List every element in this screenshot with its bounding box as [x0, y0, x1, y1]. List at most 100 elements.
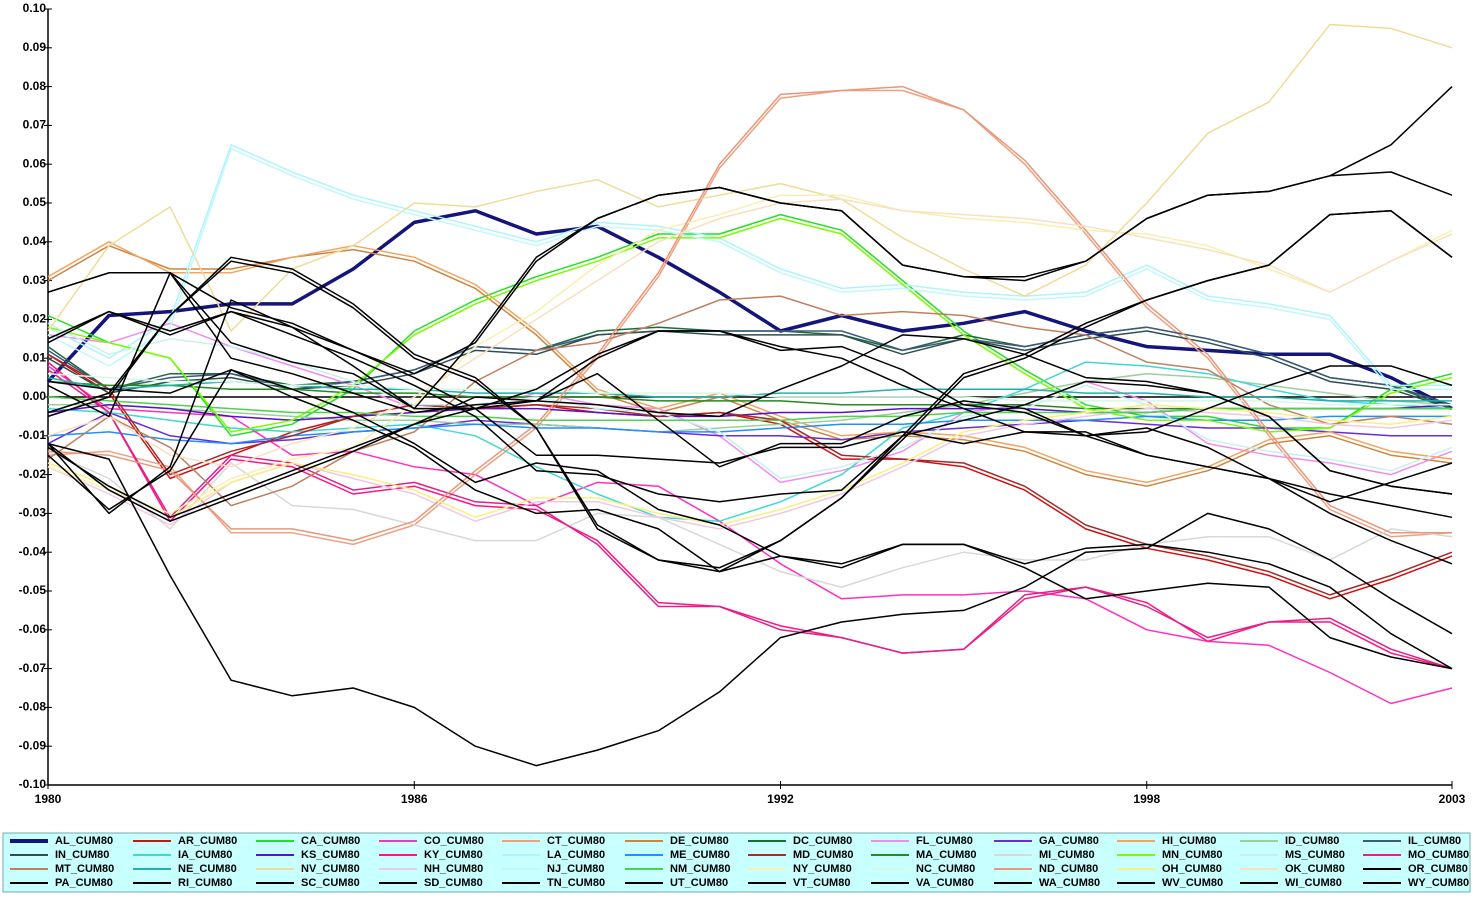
y-tick-label: 0.00: [23, 389, 47, 403]
legend-label: HI_CUM80: [1162, 835, 1216, 847]
series-line: [47, 310, 1453, 464]
series-line: [47, 272, 1453, 503]
legend-label: NC_CUM80: [916, 863, 975, 875]
y-tick-label: 0.03: [23, 273, 47, 287]
legend-label: NJ_CUM80: [547, 863, 604, 875]
y-tick-label: -0.01: [19, 428, 47, 442]
y-tick-label: 0.10: [23, 1, 47, 15]
legend-label: OH_CUM80: [1162, 863, 1222, 875]
series-line: [47, 213, 1453, 437]
y-tick-label: -0.05: [19, 583, 47, 597]
series-line: [47, 322, 1453, 484]
legend-label: UT_CUM80: [670, 877, 728, 889]
y-tick-label: 0.07: [23, 118, 47, 132]
legend-label: GA_CUM80: [1039, 835, 1099, 847]
series-line: [47, 330, 1453, 522]
legend-label: ID_CUM80: [1285, 835, 1339, 847]
legend-label: VT_CUM80: [793, 877, 850, 889]
series-line: [47, 171, 1453, 418]
legend-label: NH_CUM80: [424, 863, 483, 875]
series-line: [47, 415, 1452, 445]
series-line: [47, 86, 1453, 375]
legend-label: CO_CUM80: [424, 835, 484, 847]
legend-label: AR_CUM80: [178, 835, 237, 847]
legend-label: WI_CUM80: [1285, 877, 1342, 889]
legend-label: NY_CUM80: [793, 863, 852, 875]
series-line: [47, 198, 1453, 468]
series-line: [47, 369, 1453, 670]
legend-label: KS_CUM80: [301, 849, 360, 861]
legend-label: IL_CUM80: [1408, 835, 1461, 847]
y-tick-label: 0.06: [23, 156, 47, 170]
legend-label: KY_CUM80: [424, 849, 483, 861]
y-tick-label: 0.05: [23, 195, 47, 209]
y-tick-label: 0.08: [23, 79, 47, 93]
legend-label: SD_CUM80: [424, 877, 483, 889]
x-tick-label: 1998: [1133, 792, 1160, 806]
series-line: [47, 353, 1453, 600]
legend-label: VA_CUM80: [916, 877, 974, 889]
legend-label: ME_CUM80: [670, 849, 730, 861]
series-line: [47, 330, 1453, 410]
series-line: [47, 85, 1452, 542]
legend-label: FL_CUM80: [916, 835, 973, 847]
y-tick-label: -0.07: [19, 661, 47, 675]
legend-label: PA_CUM80: [55, 877, 113, 889]
series-line: [47, 210, 1453, 569]
y-tick-label: 0.02: [23, 312, 47, 326]
legend-label: DE_CUM80: [670, 835, 729, 847]
y-tick-label: 0.09: [23, 40, 47, 54]
legend-label: NM_CUM80: [670, 863, 731, 875]
series-line: [47, 369, 1453, 670]
series-line: [47, 365, 1453, 705]
y-tick-label: -0.06: [19, 622, 47, 636]
series-line: [47, 372, 1452, 406]
legend-label: OK_CUM80: [1285, 863, 1345, 875]
y-tick-label: -0.09: [19, 738, 47, 752]
legend-label: MT_CUM80: [55, 863, 114, 875]
legend-label: TN_CUM80: [547, 877, 605, 889]
series-line: [47, 147, 1452, 390]
legend-label: MN_CUM80: [1162, 849, 1223, 861]
series-line: [48, 372, 1453, 433]
series-line: [47, 404, 1453, 526]
y-tick-label: -0.08: [19, 700, 47, 714]
series-line: [47, 411, 1452, 445]
legend-label: IN_CUM80: [55, 849, 109, 861]
y-tick-label: 0.04: [23, 234, 47, 248]
series-line: [47, 241, 1453, 484]
y-tick-label: -0.04: [19, 544, 47, 558]
legend-label: RI_CUM80: [178, 877, 232, 889]
y-tick-label: 0.01: [23, 350, 47, 364]
legend: AL_CUM80 AR_CUM80 CA_CUM80 CO_CUM80 CT_CUM80…: [2, 832, 1471, 893]
legend-label: ND_CUM80: [1039, 863, 1098, 875]
series-line: [47, 450, 1453, 588]
series-line: [47, 217, 1453, 433]
legend-label: WV_CUM80: [1162, 877, 1223, 889]
legend-label: NE_CUM80: [178, 863, 237, 875]
legend-label: WA_CUM80: [1039, 877, 1100, 889]
legend-label: MA_CUM80: [916, 849, 977, 861]
legend-label: SC_CUM80: [301, 877, 360, 889]
legend-label: WY_CUM80: [1408, 877, 1469, 889]
series-line: [47, 334, 1453, 519]
legend-label: CA_CUM80: [301, 835, 360, 847]
legend-label: MD_CUM80: [793, 849, 854, 861]
y-tick-label: -0.02: [19, 467, 47, 481]
legend-label: NV_CUM80: [301, 863, 360, 875]
legend-label: OR_CUM80: [1408, 863, 1468, 875]
y-tick-label: -0.10: [19, 777, 47, 791]
series-line: [47, 194, 1453, 515]
x-tick-label: 1986: [401, 792, 428, 806]
legend-label: IA_CUM80: [178, 849, 232, 861]
legend-label: AL_CUM80: [55, 835, 113, 847]
legend-label: MS_CUM80: [1285, 849, 1345, 861]
x-tick-label: 1980: [35, 792, 62, 806]
series-line: [47, 295, 1453, 507]
legend-label: CT_CUM80: [547, 835, 605, 847]
plot-area: 0.10 0.09 0.08 0.07 0.06 0.05 0.04 0.03 0.02 0.01…: [19, 1, 1466, 806]
series-line: [47, 89, 1453, 546]
x-tick-label: 2003: [1439, 792, 1466, 806]
series-line: [47, 23, 1453, 332]
